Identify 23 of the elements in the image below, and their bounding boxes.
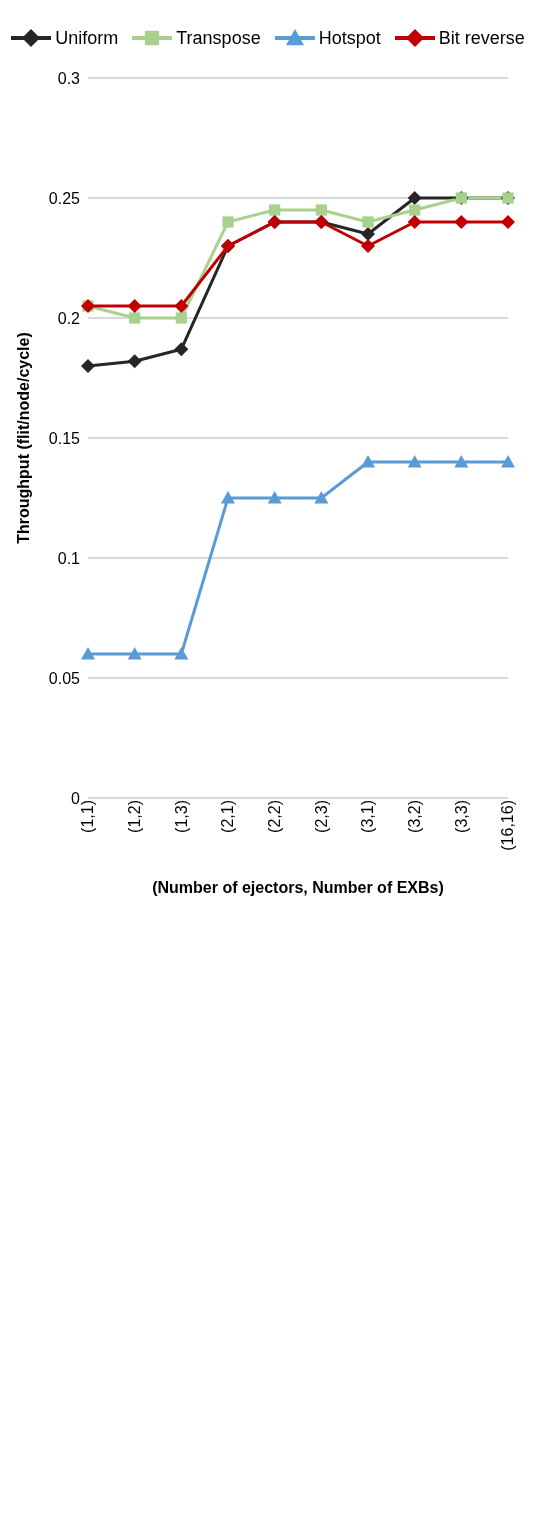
x-tick-label: (3,2) [406, 800, 424, 833]
y-tick-label: 0.05 [48, 669, 81, 687]
x-tick-label: (2,3) [312, 800, 330, 833]
y-tick-label: 0 [71, 789, 81, 807]
legend-label: Transpose [176, 27, 261, 49]
legend-label: Hotspot [318, 27, 381, 49]
y-tick-label: 0.3 [57, 69, 81, 87]
y-tick-label: 0.2 [57, 309, 81, 327]
x-tick-label: (3,1) [359, 800, 377, 833]
x-tick-label: (3,3) [452, 800, 470, 833]
y-axis-title: Throughput (flit/node/cycle) [14, 332, 32, 544]
x-tick-label: (1,3) [172, 800, 190, 833]
legend-label: Bit reverse [438, 27, 525, 49]
x-axis-title: (Number of ejectors, Number of EXBs) [152, 879, 444, 896]
x-tick-label: (2,2) [266, 800, 284, 833]
legend-label: Uniform [55, 27, 119, 49]
x-tick-label: (2,1) [219, 800, 237, 833]
x-tick-label: (1,2) [126, 800, 144, 833]
y-tick-label: 0.25 [48, 189, 81, 207]
x-tick-label: (16,16) [499, 800, 517, 851]
y-tick-label: 0.1 [57, 549, 81, 567]
y-tick-label: 0.15 [48, 429, 81, 447]
x-tick-label: (1,1) [79, 800, 97, 833]
